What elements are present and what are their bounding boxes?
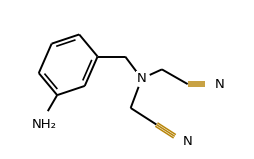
Text: N: N bbox=[137, 72, 147, 85]
Text: N: N bbox=[183, 135, 193, 148]
Text: NH₂: NH₂ bbox=[32, 118, 57, 131]
Text: N: N bbox=[214, 78, 224, 91]
